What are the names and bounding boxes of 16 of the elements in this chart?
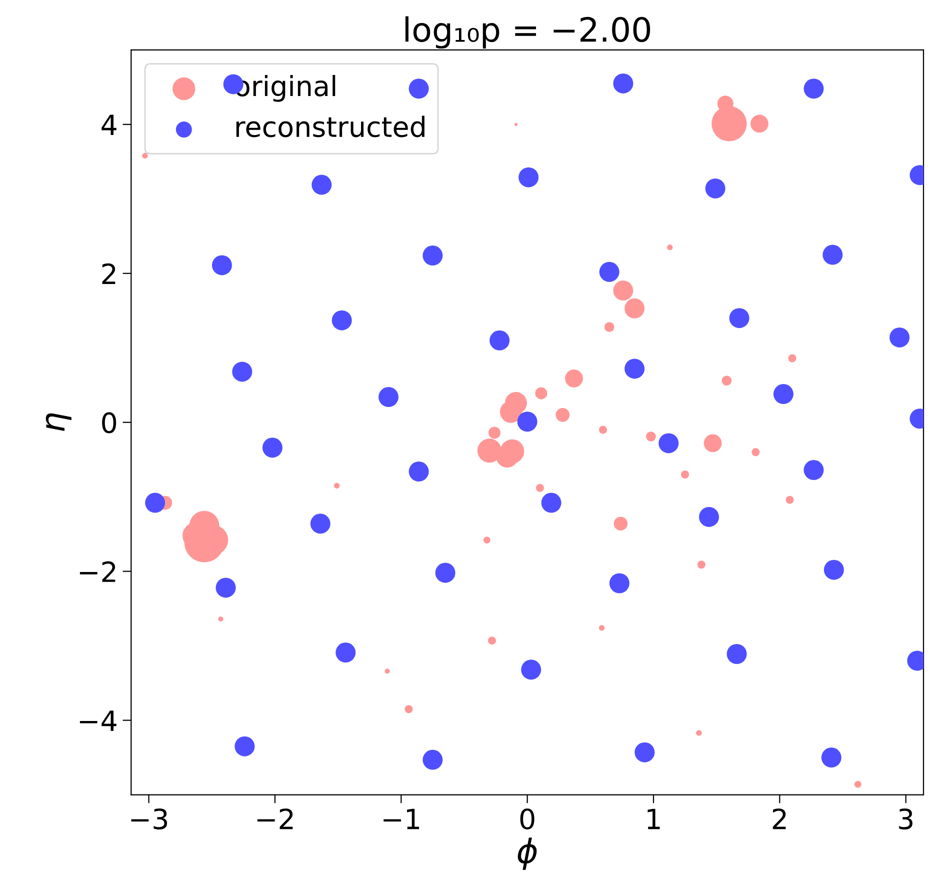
x-tick-label: −1 xyxy=(384,808,420,830)
y-tick-label: 4 xyxy=(102,114,116,135)
x-tick-label: −2 xyxy=(257,808,293,830)
x-tick-label: 2 xyxy=(772,808,786,830)
y-tick-label: −4 xyxy=(80,710,116,731)
x-tick-label: 0 xyxy=(520,808,534,830)
legend-label: reconstructed xyxy=(236,116,424,138)
x-tick-label: 1 xyxy=(648,808,660,830)
x-tick-label: −3 xyxy=(131,808,168,830)
x-tick-label: 3 xyxy=(899,808,912,830)
y-tick-label: 0 xyxy=(102,412,116,434)
chart-title: log₁₀p = −2.00 xyxy=(405,16,650,49)
y-tick-label: 2 xyxy=(102,263,116,284)
y-tick-label: −2 xyxy=(80,561,116,582)
y-axis-title: η xyxy=(46,413,72,432)
x-axis-title: ϕ xyxy=(518,838,537,870)
